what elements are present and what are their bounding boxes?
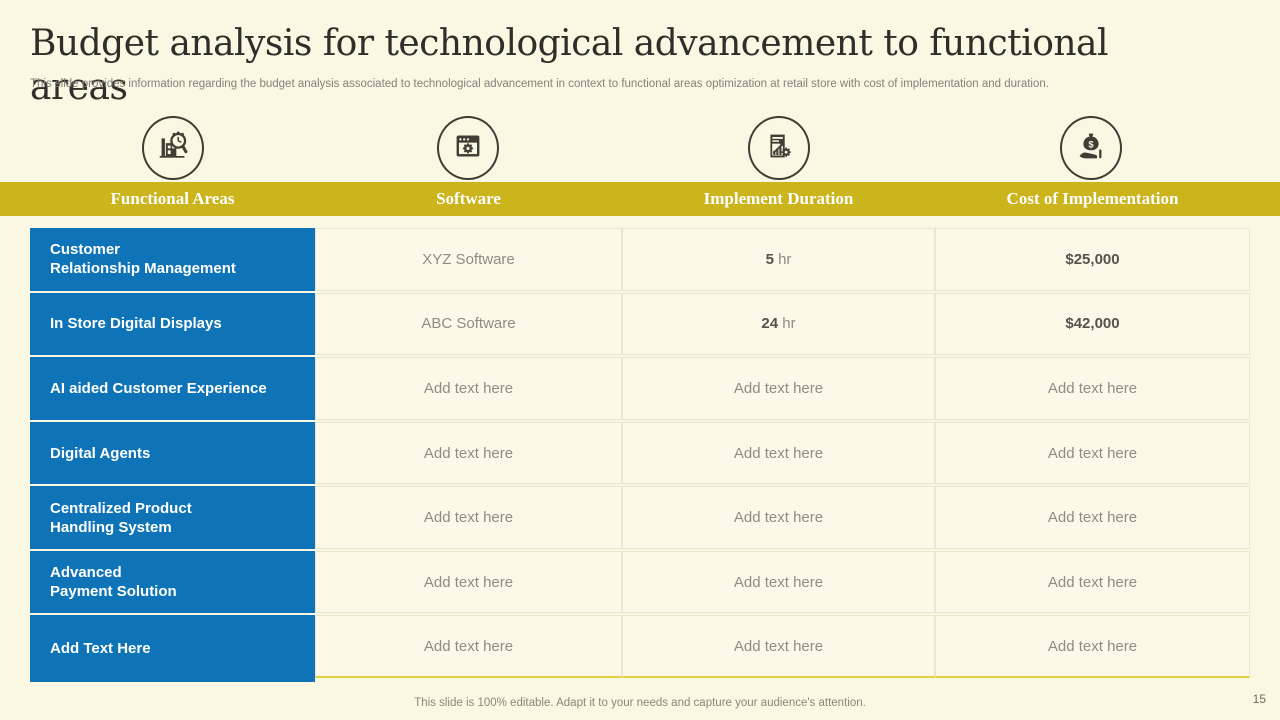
header-band: Functional Areas Software Implement Dura…	[0, 182, 1280, 216]
table-row: Centralized Product Handling System Add …	[30, 486, 1250, 549]
functional-area-cell: AI aided Customer Experience	[30, 357, 315, 420]
cost-cell: Add text here	[935, 357, 1250, 420]
column-header-cost-of-implementation: Cost of Implementation	[1006, 189, 1179, 208]
functional-area-cell: Centralized Product Handling System	[30, 486, 315, 549]
software-cell: Add text here	[315, 421, 622, 485]
budget-table: Customer Relationship Management XYZ Sof…	[30, 228, 1250, 683]
table-row: Customer Relationship Management XYZ Sof…	[30, 228, 1250, 291]
column-header-implement-duration: Implement Duration	[703, 189, 854, 208]
cost-cell: $25,000	[935, 228, 1250, 291]
slide-subtitle: This slide provides information regardin…	[30, 78, 1049, 90]
software-cell: Add text here	[315, 550, 622, 614]
functional-area-label: AI aided Customer Experience	[50, 379, 267, 397]
functional-area-cell: In Store Digital Displays	[30, 292, 315, 356]
functional-area-cell: Advanced Payment Solution	[30, 550, 315, 614]
factory-audit-clock-icon	[154, 127, 192, 170]
cost-cell: Add text here	[935, 550, 1250, 614]
software-cell: Add text here	[315, 615, 622, 679]
cost-cell: $42,000	[935, 292, 1250, 356]
footer-note: This slide is 100% editable. Adapt it to…	[414, 697, 866, 709]
software-cell: Add text here	[315, 486, 622, 549]
table-row: Advanced Payment Solution Add text here …	[30, 550, 1250, 614]
cost-icon-circle: $	[1060, 116, 1122, 180]
cost-value: Add text here	[1047, 444, 1138, 462]
functional-area-label: Customer Relationship Management	[50, 241, 236, 278]
duration-cell: Add text here	[622, 357, 935, 420]
duration-value: Add text here	[733, 509, 824, 527]
software-cell: ABC Software	[315, 292, 622, 356]
software-value: Add text here	[423, 509, 514, 527]
chart-growth-gear-icon	[760, 127, 798, 170]
cost-cell: Add text here	[935, 486, 1250, 549]
software-cell: Add text here	[315, 357, 622, 420]
duration-cell: 5 hr	[622, 228, 935, 291]
duration-cell: 24 hr	[622, 292, 935, 356]
implement-duration-icon-circle	[748, 116, 810, 180]
functional-area-cell: Digital Agents	[30, 421, 315, 485]
duration-value-bold: 24	[761, 315, 779, 333]
functional-areas-icon-circle	[142, 116, 204, 180]
svg-text:$: $	[1088, 139, 1094, 150]
software-value: Add text here	[423, 573, 514, 591]
cost-value-bold: $25,000	[1065, 250, 1120, 268]
table-row: Digital Agents Add text here Add text he…	[30, 421, 1250, 485]
functional-area-label: Add Text Here	[50, 640, 151, 658]
duration-value-bold: 5	[765, 250, 774, 268]
cost-cell: Add text here	[935, 615, 1250, 679]
software-value: XYZ Software	[422, 250, 515, 268]
functional-area-label: Digital Agents	[50, 444, 151, 462]
column-header-software: Software	[436, 189, 501, 208]
duration-value: hr	[778, 315, 796, 333]
cost-value: Add text here	[1047, 509, 1138, 527]
software-value: Add text here	[423, 444, 514, 462]
software-value: Add text here	[423, 379, 514, 397]
cost-value-bold: $42,000	[1065, 315, 1120, 333]
cost-cell: Add text here	[935, 421, 1250, 485]
software-value: ABC Software	[421, 315, 516, 333]
cost-value: Add text here	[1047, 379, 1138, 397]
duration-cell: Add text here	[622, 421, 935, 485]
software-value: Add text here	[423, 637, 514, 655]
functional-area-label: Advanced Payment Solution	[50, 564, 177, 601]
duration-value: Add text here	[733, 444, 824, 462]
duration-cell: Add text here	[622, 550, 935, 614]
cost-value: Add text here	[1047, 637, 1138, 655]
functional-area-label: In Store Digital Displays	[50, 315, 222, 333]
table-row: Add Text Here Add text here Add text her…	[30, 615, 1250, 683]
duration-cell: Add text here	[622, 615, 935, 679]
functional-area-label: Centralized Product Handling System	[50, 499, 192, 536]
table-row: In Store Digital Displays ABC Software 2…	[30, 292, 1250, 356]
software-icon-circle	[437, 116, 499, 180]
hand-money-bag-icon: $	[1072, 127, 1110, 170]
functional-area-cell: Customer Relationship Management	[30, 228, 315, 291]
cost-value: Add text here	[1047, 573, 1138, 591]
software-cell: XYZ Software	[315, 228, 622, 291]
duration-cell: Add text here	[622, 486, 935, 549]
functional-area-cell: Add Text Here	[30, 615, 315, 683]
header-band-columns: Functional Areas Software Implement Dura…	[30, 182, 1250, 216]
duration-value: Add text here	[733, 573, 824, 591]
page-title: Budget analysis for technological advanc…	[30, 23, 1109, 108]
duration-value: hr	[773, 250, 792, 268]
page-number: 15	[1252, 692, 1266, 706]
duration-value: Add text here	[733, 379, 824, 397]
duration-value: Add text here	[733, 637, 824, 655]
table-row: AI aided Customer Experience Add text he…	[30, 357, 1250, 420]
column-header-functional-areas: Functional Areas	[110, 189, 235, 208]
software-window-gear-icon	[449, 127, 487, 170]
